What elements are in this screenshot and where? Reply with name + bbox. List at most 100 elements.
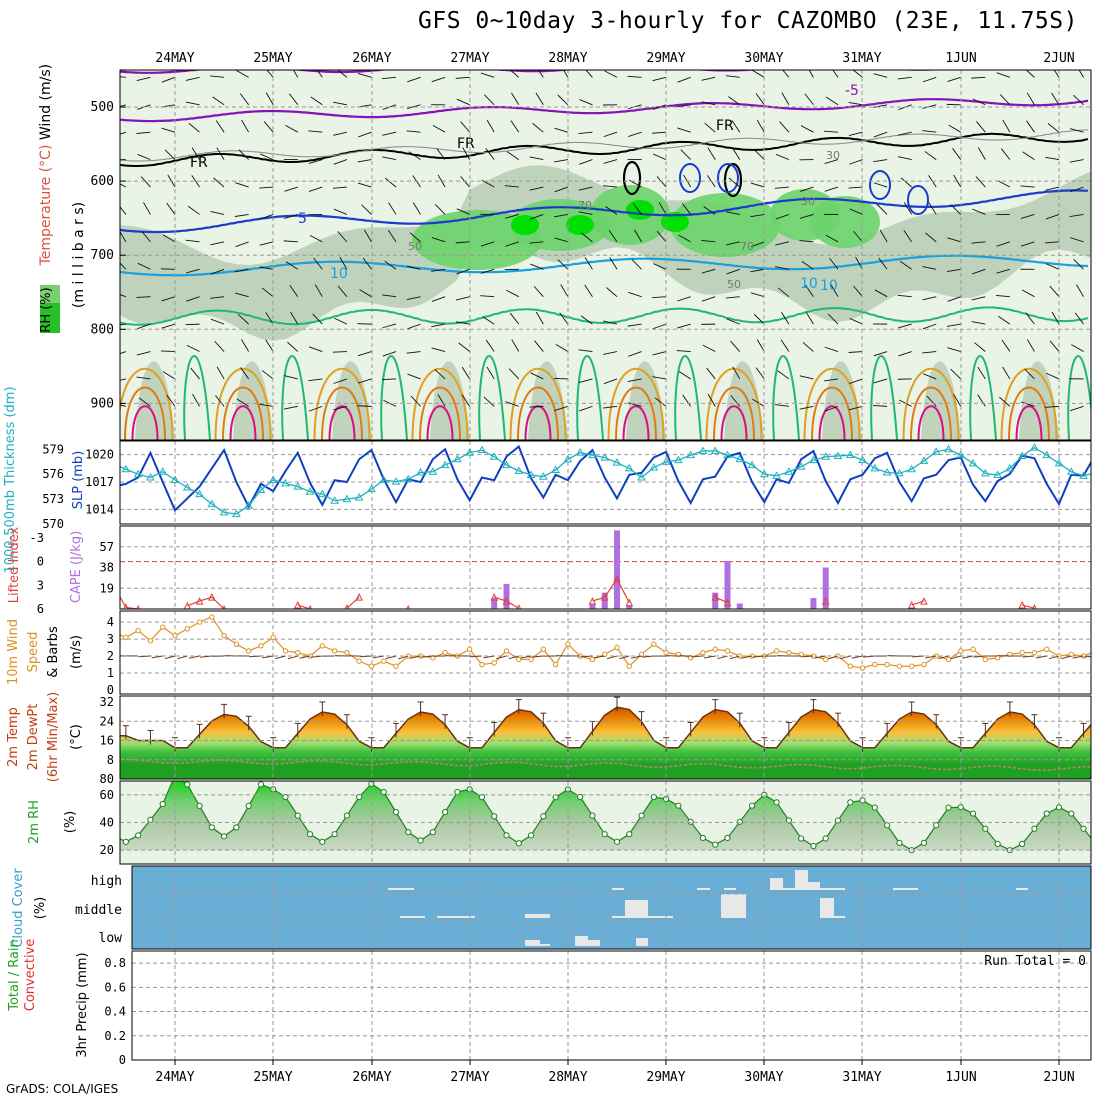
wind-barb <box>456 268 470 275</box>
rh-marker <box>920 839 928 846</box>
rh-marker <box>257 781 265 788</box>
cape-series <box>120 530 1037 609</box>
surface-isotherm <box>229 405 257 440</box>
wind-barb <box>1020 214 1035 219</box>
rh-saturated-core <box>661 212 689 232</box>
wind-speed-marker <box>491 660 497 666</box>
ylabel-10m-wind: 10m Wind <box>6 619 21 685</box>
wind-barb <box>285 261 299 270</box>
thickness-marker <box>723 450 732 459</box>
wind-barb <box>874 289 888 298</box>
wind-barb <box>136 351 151 356</box>
wind-barb <box>310 96 323 106</box>
wind-barb <box>780 339 790 352</box>
cape-bar <box>491 598 498 609</box>
wind-barb <box>143 202 151 215</box>
rh-low-blob <box>1019 361 1059 440</box>
wind-barb <box>266 70 274 78</box>
surface-isotherm <box>517 386 559 440</box>
wind-barb-10m <box>814 655 826 659</box>
rh-marker <box>736 818 743 825</box>
thickness-marker <box>305 487 315 495</box>
wind-barb-10m <box>421 655 433 658</box>
wind-barb <box>357 72 372 78</box>
thickness-marker <box>735 454 745 463</box>
wind-barb <box>923 373 937 380</box>
wind-barb <box>213 177 225 188</box>
wind-barb <box>603 405 618 409</box>
wind-barb <box>578 349 593 352</box>
wind-barb <box>731 147 741 160</box>
y-tick-cape: 57 <box>100 540 114 554</box>
date-label-bottom: 27MAY <box>450 1070 489 1085</box>
wind-barb <box>408 151 421 160</box>
wind-barb <box>750 292 765 298</box>
wind-barb-10m <box>249 655 261 658</box>
isotherm-15-loop <box>772 355 800 440</box>
wind-barb <box>947 76 961 83</box>
y-tick-upper: 600 <box>91 174 114 189</box>
wind-barb <box>578 378 593 384</box>
thickness-marker <box>907 464 917 473</box>
ylabel-temperature: Temperature (°C) <box>38 145 54 267</box>
thickness-marker <box>674 455 683 464</box>
vgrid-wind10 <box>174 611 1060 694</box>
wind-barb <box>581 232 593 243</box>
y-tick-slp: 1020 <box>85 448 114 462</box>
wind-barb <box>387 229 397 243</box>
li-marker <box>613 574 621 583</box>
contour-label: 5 <box>298 211 307 227</box>
rh-marker <box>552 794 559 801</box>
wind-barb <box>1045 263 1060 270</box>
contour-label: -5 <box>845 83 859 99</box>
wind-barb <box>358 131 372 138</box>
cloud-cover-bar <box>588 940 600 946</box>
wind-barb <box>728 177 741 188</box>
wind-barb <box>972 98 986 106</box>
cape-bar <box>601 592 608 609</box>
wind-barb <box>261 370 274 380</box>
y-tick-temp: 8 <box>107 753 114 767</box>
date-label-bottom: 24MAY <box>155 1070 194 1085</box>
thickness-marker <box>256 485 266 493</box>
wind-speed-marker <box>1044 646 1050 652</box>
wind-barb <box>1070 186 1084 193</box>
wind-barb <box>996 72 1011 78</box>
wind-barb <box>210 211 225 215</box>
wind-barb <box>382 294 397 298</box>
thickness-marker <box>944 444 953 453</box>
panel-frame-rh2m <box>119 780 1092 865</box>
wind-speed-marker <box>1068 651 1074 658</box>
wind-barb <box>384 260 397 270</box>
y-tick-precip: 0.8 <box>104 956 126 970</box>
wind-barb <box>283 240 298 243</box>
wind-barb-10m <box>90 656 102 657</box>
wind-speed-marker <box>970 646 976 652</box>
run-total-label: Run Total = 0 <box>984 954 1086 969</box>
wind-barb <box>185 268 200 274</box>
thickness-marker <box>342 494 352 503</box>
ylabel-speed: Speed <box>26 632 41 673</box>
wind-barb <box>1097 316 1100 324</box>
wind-barb <box>584 257 593 270</box>
li-segment <box>297 604 311 609</box>
cloud-cover-bar <box>612 916 625 918</box>
wind-barb <box>483 396 495 407</box>
wind-barb <box>333 159 348 165</box>
wind-barb <box>210 318 225 325</box>
wind-barb <box>1070 405 1084 412</box>
rh-marker <box>626 831 633 838</box>
wind-barb <box>578 131 593 134</box>
panel-frame-wind10 <box>119 610 1092 695</box>
wind-barb <box>484 94 495 106</box>
rh-marker <box>712 841 719 848</box>
wind-barb <box>141 230 151 243</box>
li-segment <box>1022 604 1035 609</box>
y-tick-wind: 4 <box>107 615 114 629</box>
wind-barb <box>725 211 740 215</box>
wind-barb <box>603 185 618 188</box>
thickness-marker <box>293 482 303 490</box>
wind-speed-marker <box>540 646 547 652</box>
thickness-marker <box>195 489 204 498</box>
isotherm-10 <box>120 254 1089 277</box>
